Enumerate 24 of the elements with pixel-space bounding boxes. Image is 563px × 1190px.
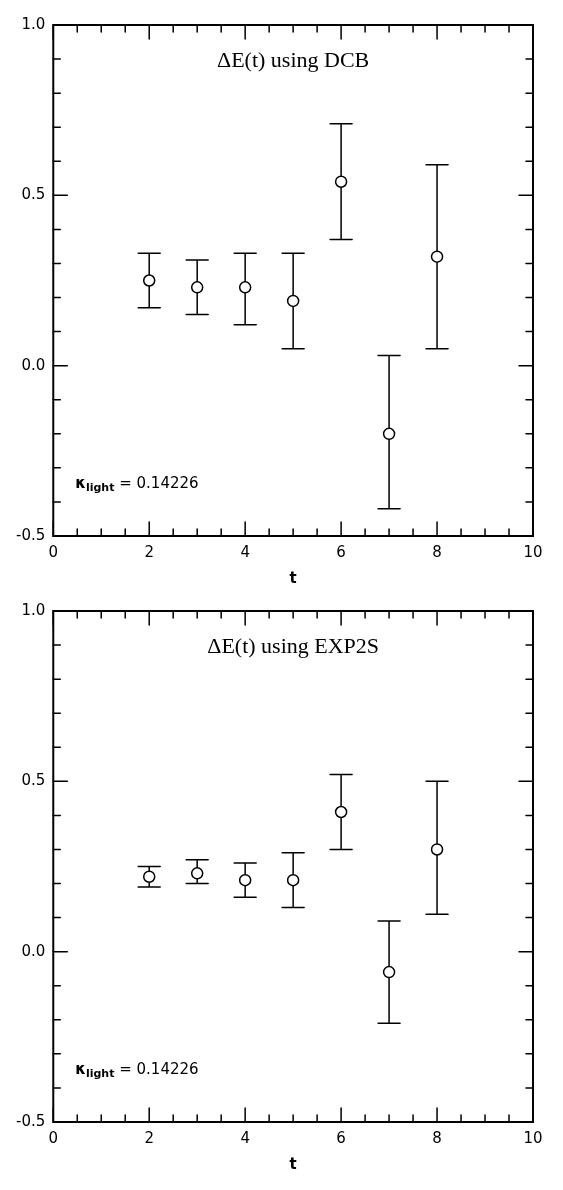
x-tick-label: 0 xyxy=(48,542,59,561)
y-tick-label: 0.5 xyxy=(21,185,46,204)
x-tick-label: 0 xyxy=(48,1128,59,1147)
x-tick-label: 2 xyxy=(144,1128,154,1147)
text: ΔE(t) using DCB xyxy=(217,46,370,72)
x-tick-label: 2 xyxy=(144,542,154,561)
y-tick-label: 0.0 xyxy=(21,941,46,960)
x-axis-title: t xyxy=(289,568,297,587)
y-tick-label: -0.5 xyxy=(15,1111,46,1130)
x-tick-label: 10 xyxy=(523,542,543,561)
y-tick-label: 1.0 xyxy=(21,600,46,619)
x-tick-label: 6 xyxy=(336,1128,346,1147)
x-tick-label: 8 xyxy=(432,542,442,561)
x-tick-label: 4 xyxy=(240,542,250,561)
y-tick-label: 0.5 xyxy=(21,771,46,790)
x-tick-label: 4 xyxy=(240,1128,250,1147)
y-tick-label: -0.5 xyxy=(15,525,46,544)
x-tick-label: 8 xyxy=(432,1128,442,1147)
y-tick-label: 0.0 xyxy=(21,355,46,374)
y-tick-label: 1.0 xyxy=(21,14,46,33)
x-tick-label: 10 xyxy=(523,1128,543,1147)
x-axis-title: t xyxy=(289,1154,297,1173)
text: ΔE(t) using EXP2S xyxy=(207,632,380,658)
x-tick-label: 6 xyxy=(336,542,346,561)
